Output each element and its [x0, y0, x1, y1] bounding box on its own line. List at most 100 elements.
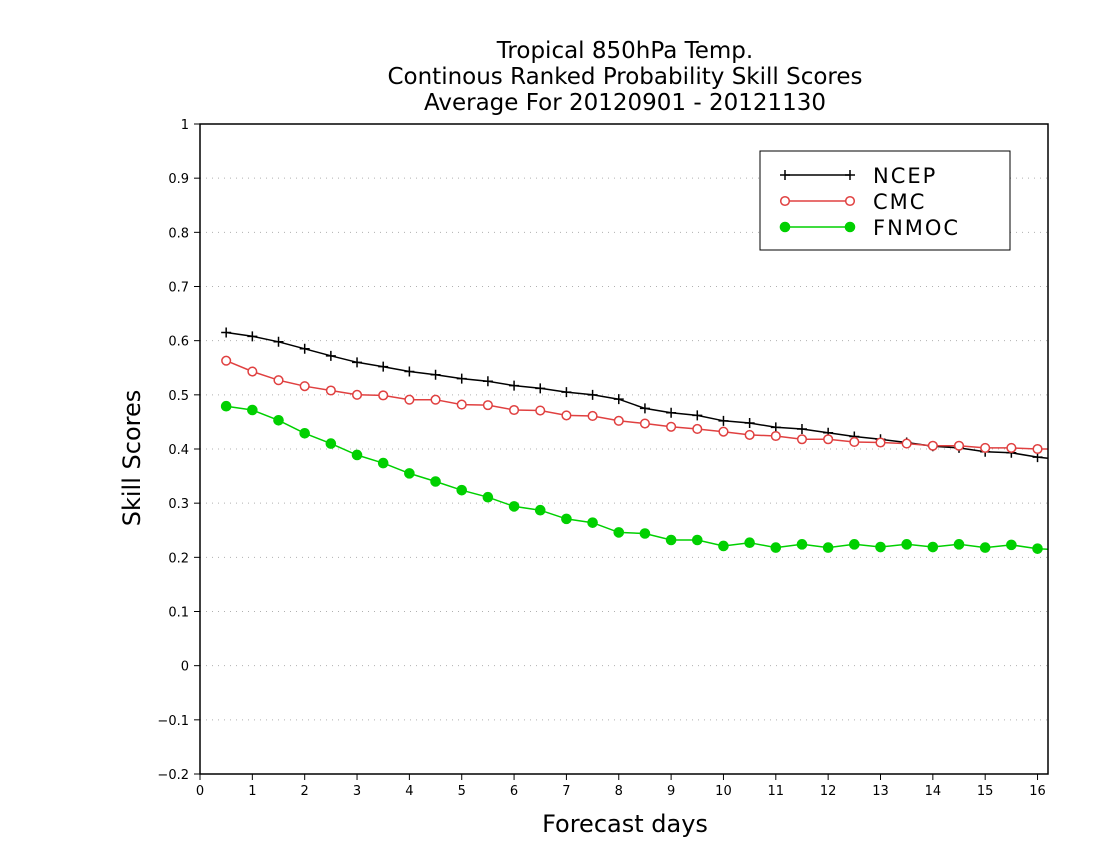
data-point-cmc — [927, 440, 938, 451]
x-tick-label: 15 — [977, 784, 994, 799]
y-tick-label: 0.8 — [168, 226, 189, 241]
data-point-fnmoc — [561, 513, 572, 525]
data-point-fnmoc — [744, 537, 755, 549]
x-tick-label: 11 — [768, 784, 785, 799]
y-tick-label: 0.5 — [168, 389, 189, 404]
gridlines — [200, 177, 1048, 721]
data-point-ncep — [561, 387, 572, 398]
data-point-fnmoc — [639, 528, 651, 539]
y-tick-label: 0.7 — [168, 281, 189, 296]
data-point-cmc — [430, 394, 441, 405]
y-tick-label: 0.4 — [168, 443, 189, 458]
data-point-cmc — [692, 423, 703, 435]
data-point-fnmoc — [482, 491, 494, 503]
x-tick-label: 8 — [615, 784, 623, 799]
data-point-cmc — [666, 421, 677, 432]
data-point-fnmoc — [1006, 539, 1017, 551]
data-point-ncep — [273, 336, 284, 347]
data-point-cmc — [718, 426, 729, 437]
data-point-cmc — [482, 400, 493, 411]
data-point-fnmoc — [508, 501, 520, 512]
y-tick-label: 0.3 — [168, 497, 189, 512]
legend-label-cmc: CMC — [873, 190, 926, 214]
y-tick-label: 0 — [181, 660, 189, 675]
data-point-cmc — [509, 404, 520, 416]
data-point-ncep — [718, 415, 729, 426]
y-axis-label: Skill Scores — [118, 390, 146, 527]
data-point-cmc — [561, 410, 572, 421]
chart-title-line-3: Average For 20120901 - 20121130 — [424, 90, 826, 116]
legend-marker-cmc — [844, 195, 856, 207]
data-point-cmc — [953, 440, 965, 451]
legend-marker-cmc — [779, 195, 791, 207]
series-ncep — [221, 327, 1049, 463]
series-cmc — [221, 355, 1048, 455]
legend-marker-ncep — [845, 170, 855, 180]
data-point-ncep — [613, 394, 624, 405]
chart-title: Tropical 850hPa Temp. Continous Ranked P… — [387, 38, 862, 116]
data-point-cmc — [404, 394, 415, 405]
x-tick-label: 9 — [667, 784, 675, 799]
x-tick-label: 7 — [562, 784, 570, 799]
data-point-ncep — [430, 369, 441, 380]
x-tick-label: 13 — [872, 784, 889, 799]
y-tick-label: 0.2 — [168, 551, 189, 566]
x-tick-label: 6 — [510, 784, 518, 799]
data-point-cmc — [875, 437, 886, 448]
y-tick-label: 0.1 — [168, 606, 189, 621]
data-point-ncep — [404, 366, 415, 377]
data-point-fnmoc — [665, 534, 677, 546]
data-point-fnmoc — [299, 427, 310, 439]
data-point-cmc — [639, 418, 650, 429]
data-point-cmc — [535, 405, 546, 416]
data-point-fnmoc — [456, 484, 468, 496]
data-point-cmc — [744, 429, 755, 440]
data-point-cmc — [613, 415, 624, 426]
series-line-fnmoc — [226, 405, 1049, 550]
data-point-ncep — [692, 410, 703, 421]
data-point-fnmoc — [273, 414, 284, 426]
data-point-fnmoc — [849, 539, 860, 550]
y-axis-ticks: −0.2 −0.1 0 0.1 0.2 0.3 0.4 0.5 0.6 0.7 0.8 0.9 1 — [157, 118, 200, 783]
legend-marker-fnmoc — [844, 221, 856, 233]
data-point-fnmoc — [613, 527, 625, 538]
data-point-cmc — [796, 434, 808, 445]
x-tick-label: 14 — [925, 784, 942, 799]
data-point-ncep — [535, 383, 546, 394]
data-point-cmc — [1006, 442, 1017, 453]
y-tick-label: 0.9 — [168, 172, 189, 187]
data-point-fnmoc — [822, 542, 834, 553]
data-point-ncep — [299, 343, 310, 354]
data-point-ncep — [770, 422, 781, 433]
x-tick-label: 1 — [248, 784, 256, 799]
x-tick-label: 5 — [458, 784, 466, 799]
data-point-cmc — [1032, 443, 1043, 455]
data-point-fnmoc — [875, 541, 886, 553]
data-point-fnmoc — [1032, 543, 1043, 554]
data-point-ncep — [378, 361, 389, 372]
data-point-cmc — [823, 434, 834, 445]
data-point-cmc — [770, 430, 781, 442]
data-point-cmc — [378, 390, 389, 401]
data-point-ncep — [221, 327, 232, 338]
data-point-cmc — [299, 381, 310, 392]
x-tick-label: 2 — [301, 784, 309, 799]
data-point-fnmoc — [796, 539, 808, 550]
data-point-cmc — [221, 355, 232, 366]
chart-title-line-1: Tropical 850hPa Temp. — [496, 38, 753, 64]
data-point-ncep — [509, 380, 520, 391]
series-line-cmc — [225, 360, 1048, 450]
data-point-fnmoc — [927, 541, 939, 553]
data-point-fnmoc — [901, 539, 912, 550]
x-tick-label: 4 — [405, 784, 413, 799]
data-point-fnmoc — [691, 534, 703, 546]
data-point-cmc — [273, 375, 284, 386]
data-point-fnmoc — [220, 400, 232, 412]
data-point-cmc — [247, 366, 258, 377]
y-tick-label: 1 — [181, 118, 189, 133]
data-point-cmc — [456, 399, 467, 410]
data-point-fnmoc — [247, 404, 258, 416]
data-point-fnmoc — [718, 540, 729, 552]
data-point-ncep — [587, 389, 598, 400]
